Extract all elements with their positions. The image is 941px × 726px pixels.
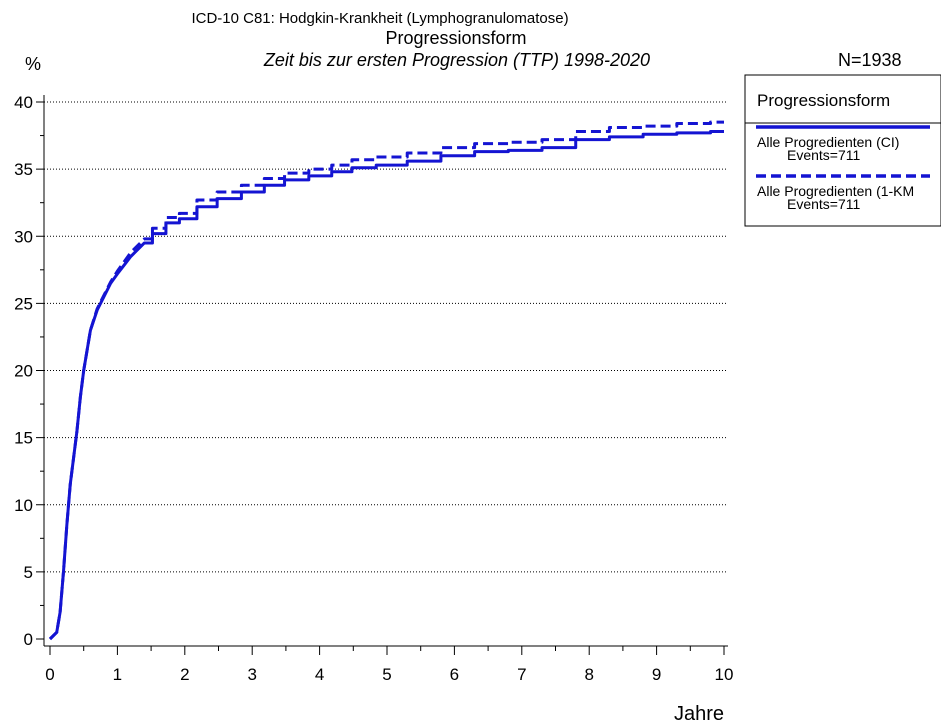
x-tick-label-3: 3 (247, 665, 256, 684)
x-tick-label-6: 6 (450, 665, 459, 684)
series-line-km (48, 120, 724, 641)
y-tick-label-0: 0 (24, 630, 33, 649)
x-tick-label-9: 9 (652, 665, 661, 684)
series-line-ci (48, 130, 724, 641)
y-tick-label-10: 10 (14, 496, 33, 515)
legend-entry-2-events: Events=711 (787, 196, 861, 212)
x-tick-label-7: 7 (517, 665, 526, 684)
x-axis-label: Jahre (674, 703, 724, 725)
y-axis-label: % (25, 54, 41, 74)
x-tick-label-8: 8 (584, 665, 593, 684)
y-tick-label-30: 30 (14, 227, 33, 246)
y-tick-label-15: 15 (14, 429, 33, 448)
legend-title: Progressionsform (757, 91, 890, 110)
y-tick-label-5: 5 (24, 563, 33, 582)
x-tick-label-4: 4 (315, 665, 324, 684)
legend: Progressionsform Alle Progredienten (CI)… (744, 74, 941, 227)
x-tick-label-1: 1 (113, 665, 122, 684)
chart-title-2: Progressionsform (385, 28, 526, 48)
chart-title: ICD-10 C81: Hodgkin-Krankheit (Lymphogra… (191, 10, 568, 27)
gridlines (44, 101, 728, 573)
y-tick-label-40: 40 (14, 93, 33, 112)
legend-entry-1-label: Alle Progredienten (CI) (757, 134, 899, 150)
legend-entry-2-label: Alle Progredienten (1-KM (757, 183, 914, 199)
ticks: 0 5 10 15 20 25 30 35 40 0 1 2 3 4 5 6 7 8 9 10 (14, 93, 733, 684)
n-count-label: N=1938 (838, 50, 902, 70)
legend-entry-1-events: Events=711 (787, 147, 861, 163)
y-tick-label-25: 25 (14, 294, 33, 313)
chart-subtitle: Zeit bis zur ersten Progression (TTP) 19… (263, 50, 650, 70)
y-tick-label-35: 35 (14, 160, 33, 179)
x-tick-label-2: 2 (180, 665, 189, 684)
legend-box (744, 74, 941, 227)
x-tick-label-10: 10 (715, 665, 734, 684)
x-tick-label-0: 0 (45, 665, 54, 684)
x-tick-label-5: 5 (382, 665, 391, 684)
series-lines (48, 120, 724, 641)
y-tick-label-20: 20 (14, 362, 33, 381)
